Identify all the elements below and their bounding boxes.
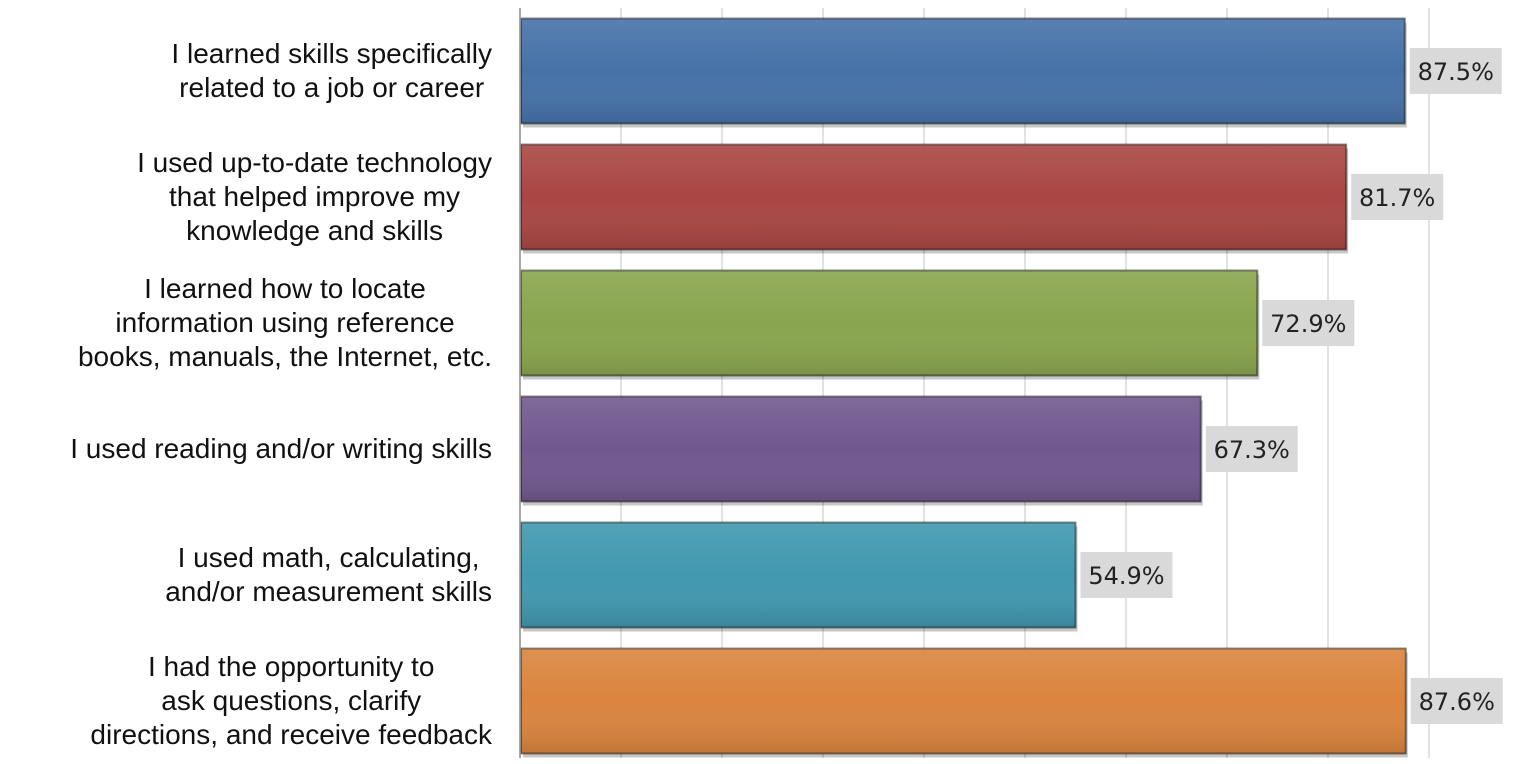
value-label-box — [1409, 48, 1502, 94]
category-label-3: I learned how to locate information usin… — [0, 260, 492, 386]
value-label-box — [1410, 678, 1503, 724]
category-label-text: I used reading and/or writing skills — [70, 433, 492, 464]
value-label-box — [1262, 300, 1355, 346]
bar-bevel — [521, 522, 1076, 628]
category-label-text: I had the opportunity to ask questions, … — [90, 651, 492, 750]
bar-bevel — [521, 648, 1406, 754]
category-label-text: I used up-to-date technology that helped… — [137, 147, 492, 246]
category-label-text: I learned how to locate information usin… — [77, 273, 492, 372]
value-label-4: 67.3% — [1214, 436, 1290, 464]
category-label-5: I used math, calculating, and/or measure… — [0, 512, 492, 638]
value-label-5: 54.9% — [1088, 562, 1164, 590]
bar-bevel — [521, 18, 1405, 124]
bar-bevel — [521, 144, 1347, 250]
category-label-text: I used math, calculating, and/or measure… — [165, 542, 492, 607]
gridlines — [620, 8, 1430, 758]
value-label-box — [1080, 552, 1173, 598]
category-label-6: I had the opportunity to ask questions, … — [0, 638, 492, 764]
category-label-1: I learned skills specifically related to… — [0, 8, 492, 134]
category-label-text: I learned skills specifically related to… — [171, 38, 492, 103]
bars — [520, 17, 1408, 758]
category-label-2: I used up-to-date technology that helped… — [0, 134, 492, 260]
value-label-6: 87.6% — [1419, 688, 1495, 716]
bar-bevel — [521, 270, 1258, 376]
value-label-box — [1351, 174, 1444, 220]
value-label-2: 81.7% — [1359, 184, 1435, 212]
value-label-3: 72.9% — [1270, 310, 1346, 338]
value-labels: 87.5% 81.7% 72.9% 67.3% 54.9% 87.6% — [1080, 48, 1503, 724]
value-label-box — [1205, 426, 1298, 472]
category-label-4: I used reading and/or writing skills — [0, 386, 492, 512]
bar-bevel — [521, 396, 1201, 502]
value-label-1: 87.5% — [1418, 58, 1494, 86]
